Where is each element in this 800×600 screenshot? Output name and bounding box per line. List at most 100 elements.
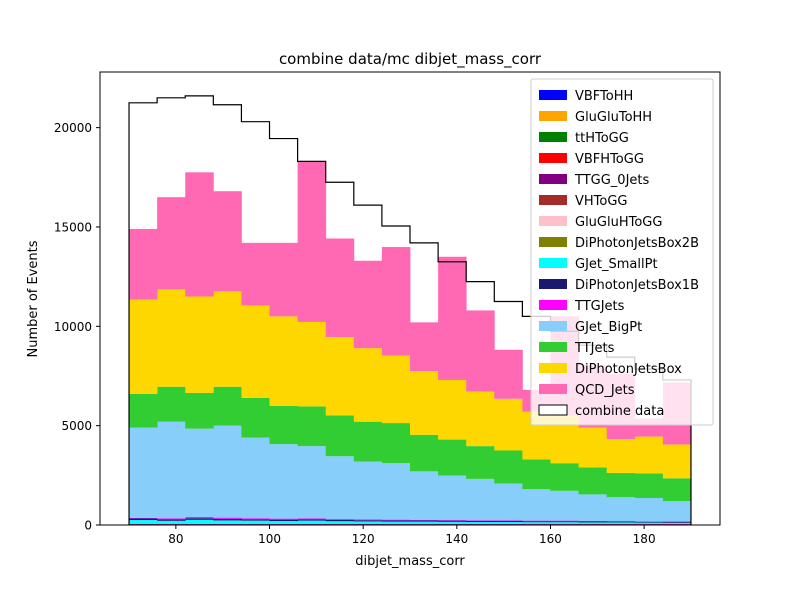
legend-item: VBFToHH	[539, 89, 633, 104]
x-tick-label: 120	[352, 532, 375, 546]
bar	[634, 521, 664, 522]
bar	[241, 518, 270, 520]
bar	[157, 386, 186, 422]
bar	[466, 391, 495, 447]
y-tick-label: 10000	[54, 320, 92, 334]
bar	[213, 517, 242, 519]
bar	[157, 519, 186, 521]
bar	[297, 321, 327, 407]
bar	[522, 489, 551, 521]
bar	[438, 475, 467, 521]
bar	[662, 521, 692, 523]
bar	[213, 520, 242, 525]
bar	[550, 521, 579, 523]
bar	[241, 397, 270, 438]
legend-swatch	[538, 404, 568, 416]
bar	[325, 337, 355, 416]
bar	[241, 242, 270, 306]
legend-swatch	[539, 174, 567, 184]
legend-item: VHToGG	[539, 194, 628, 209]
legend-swatch	[539, 342, 567, 352]
bar	[325, 521, 355, 525]
bar	[438, 520, 467, 521]
legend-label: DiPhotonJetsBox	[575, 362, 682, 377]
legend-swatch	[539, 300, 567, 310]
legend-item: DiPhotonJetsBox2B	[539, 236, 699, 251]
series-GJet_SmallPt	[129, 519, 692, 525]
bar	[578, 467, 608, 495]
bar	[662, 478, 692, 502]
legend-swatch	[539, 153, 567, 163]
bar	[129, 520, 158, 524]
legend-item: DiPhotonJetsBox	[539, 362, 682, 377]
series-GJet_BigPt	[129, 421, 692, 522]
legend-swatch	[539, 216, 567, 226]
bar	[578, 520, 608, 522]
legend-label: VBFToHH	[575, 89, 633, 104]
bar	[634, 473, 664, 498]
legend-label: DiPhotonJetsBox1B	[575, 278, 699, 293]
bar	[381, 423, 411, 464]
bar	[606, 439, 636, 473]
legend: VBFToHH GluGluToHH ttHToGG VBFHToGG TTGG_0Je…	[530, 78, 714, 426]
bar	[606, 472, 636, 498]
bar	[578, 521, 608, 523]
legend-swatch	[539, 384, 567, 394]
x-tick-label: 160	[539, 532, 562, 546]
bar	[157, 520, 186, 525]
bar	[129, 517, 158, 519]
series-TTJets	[129, 386, 692, 502]
bar	[381, 463, 411, 520]
series-DiPhotonJetsBox1B	[129, 518, 692, 523]
bar	[129, 393, 158, 428]
bar	[353, 521, 383, 524]
bar	[494, 349, 523, 399]
bar	[494, 522, 523, 525]
bar	[325, 415, 355, 457]
legend-label: ttHToGG	[575, 131, 629, 146]
bar	[494, 520, 523, 522]
bar	[466, 522, 495, 525]
bar	[494, 450, 523, 484]
bar	[157, 197, 186, 290]
bar	[325, 519, 355, 520]
legend-label: GJet_BigPt	[575, 320, 642, 335]
bar	[269, 519, 299, 522]
bar	[606, 522, 636, 525]
bar	[606, 521, 636, 522]
bar	[353, 519, 383, 521]
bar	[241, 437, 270, 519]
bar	[269, 521, 299, 525]
x-axis-label: dibjet_mass_corr	[355, 554, 465, 569]
legend-label: GluGluToHH	[575, 110, 652, 125]
bar	[325, 238, 355, 338]
legend-label: TTGJets	[574, 299, 625, 314]
bar	[157, 518, 186, 520]
legend-item: combine data	[538, 404, 664, 419]
bar	[129, 228, 158, 300]
legend-item: ttHToGG	[539, 131, 629, 146]
y-tick-label: 20000	[54, 121, 92, 135]
legend-swatch	[539, 132, 567, 142]
bar	[522, 520, 551, 522]
bar	[662, 444, 692, 479]
bar	[466, 520, 495, 522]
bar	[381, 355, 411, 424]
bar	[662, 522, 692, 524]
bar	[241, 519, 270, 521]
bar	[213, 425, 242, 518]
series-DiPhotonJetsBox	[129, 289, 692, 479]
bar	[438, 520, 467, 522]
bar	[353, 348, 383, 422]
bar	[634, 497, 664, 522]
bar	[213, 386, 242, 426]
bar	[466, 478, 495, 521]
bar	[578, 494, 608, 521]
bar	[269, 444, 299, 519]
bar	[129, 299, 158, 394]
legend-item: VBFHToGG	[539, 152, 644, 167]
bar	[297, 519, 327, 521]
x-tick-label: 100	[258, 532, 281, 546]
bar	[213, 191, 242, 292]
